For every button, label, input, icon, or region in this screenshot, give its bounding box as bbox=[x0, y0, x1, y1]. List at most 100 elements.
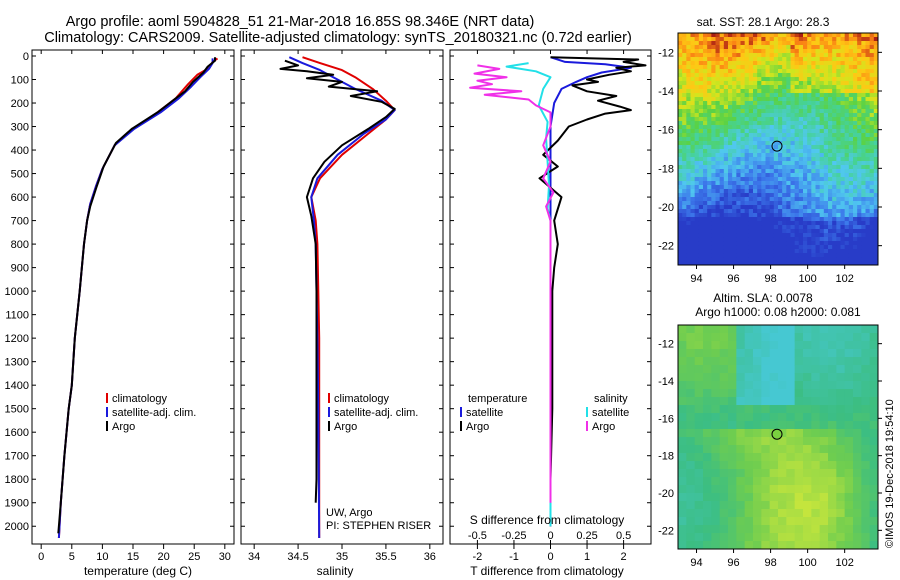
map-cell bbox=[732, 237, 737, 242]
map-cell bbox=[873, 177, 879, 182]
map-cell bbox=[678, 381, 687, 390]
map-cell bbox=[798, 221, 804, 226]
map-cell bbox=[765, 189, 771, 194]
map-cell bbox=[815, 125, 821, 130]
map-cell bbox=[790, 257, 796, 262]
map-cell bbox=[819, 221, 825, 226]
map-cell bbox=[682, 133, 687, 138]
map-cell bbox=[773, 237, 779, 242]
map-cell bbox=[740, 189, 746, 194]
sst-map-title: sat. SST: 28.1 Argo: 28.3 bbox=[697, 15, 830, 29]
map-cell bbox=[719, 225, 725, 230]
map-cell bbox=[857, 245, 862, 250]
map-cell bbox=[786, 413, 796, 422]
map-cell bbox=[744, 81, 750, 86]
map-cell bbox=[686, 453, 696, 462]
map-cell bbox=[840, 49, 846, 54]
map-cell bbox=[873, 129, 879, 134]
map-cell bbox=[828, 197, 833, 202]
map-cell bbox=[728, 389, 737, 398]
map-cell bbox=[707, 157, 712, 162]
map-cell bbox=[836, 381, 846, 390]
map-cell bbox=[736, 37, 741, 42]
map-cell bbox=[815, 69, 821, 74]
map-cell bbox=[736, 501, 746, 510]
map-cell bbox=[715, 109, 721, 114]
map-cell bbox=[794, 157, 800, 162]
map-cell bbox=[865, 149, 871, 154]
map-cell bbox=[811, 397, 821, 406]
map-cell bbox=[823, 261, 829, 266]
map-cell bbox=[694, 65, 700, 70]
map-cell bbox=[757, 245, 762, 250]
map-cell bbox=[728, 189, 733, 194]
map-cell bbox=[698, 117, 704, 122]
map-cell bbox=[740, 253, 746, 258]
map-cell bbox=[811, 189, 816, 194]
map-cell bbox=[740, 105, 746, 110]
map-cell bbox=[815, 201, 821, 206]
map-cell bbox=[753, 77, 758, 82]
map-cell bbox=[765, 185, 771, 190]
map-cell bbox=[715, 37, 721, 42]
map-cell bbox=[873, 229, 879, 234]
map-cell bbox=[773, 197, 779, 202]
map-cell bbox=[832, 109, 837, 114]
map-cell bbox=[723, 181, 729, 186]
map-cell bbox=[719, 181, 725, 186]
map-cell bbox=[798, 209, 804, 214]
map-cell bbox=[678, 113, 683, 118]
map-cell bbox=[744, 205, 750, 210]
map-cell bbox=[728, 213, 733, 218]
map-cell bbox=[861, 149, 866, 154]
map-cell bbox=[794, 65, 800, 70]
map-cell bbox=[848, 49, 854, 54]
map-cell bbox=[786, 73, 791, 78]
map-cell bbox=[728, 325, 737, 334]
map-cell bbox=[778, 533, 787, 542]
map-cell bbox=[869, 333, 879, 342]
map-cell bbox=[748, 85, 754, 90]
map-cell bbox=[815, 65, 821, 70]
map-cell bbox=[748, 145, 754, 150]
map-cell bbox=[753, 261, 758, 266]
map-cell bbox=[786, 373, 796, 382]
map-cell bbox=[778, 437, 787, 446]
map-cell bbox=[840, 257, 846, 262]
map-cell bbox=[678, 485, 687, 494]
map-cell bbox=[828, 193, 833, 198]
map-cell bbox=[844, 241, 850, 246]
map-cell bbox=[736, 101, 741, 106]
map-cell bbox=[828, 145, 833, 150]
map-cell bbox=[723, 241, 729, 246]
map-cell bbox=[723, 177, 729, 182]
map-cell bbox=[861, 165, 866, 170]
map-cell bbox=[765, 117, 771, 122]
map-cell bbox=[690, 241, 696, 246]
map-cell bbox=[682, 93, 687, 98]
map-cell bbox=[723, 161, 729, 166]
map-cell bbox=[732, 257, 737, 262]
map-cell bbox=[786, 77, 791, 82]
map-cell bbox=[857, 157, 862, 162]
map-cell bbox=[865, 165, 871, 170]
legend-t-satellite-label: satellite bbox=[466, 407, 503, 419]
map-cell bbox=[715, 45, 721, 50]
map-cell bbox=[873, 241, 879, 246]
map-cell bbox=[761, 61, 766, 66]
map-cell bbox=[840, 137, 846, 142]
map-cell bbox=[869, 165, 875, 170]
map-cell bbox=[744, 405, 754, 414]
map-cell bbox=[794, 237, 800, 242]
map-cell bbox=[807, 257, 812, 262]
map-cell bbox=[740, 97, 746, 102]
map-cell bbox=[803, 445, 812, 454]
map-cell bbox=[769, 225, 775, 230]
map-cell bbox=[765, 81, 771, 86]
map-cell bbox=[790, 97, 796, 102]
map-cell bbox=[744, 237, 750, 242]
map-cell bbox=[869, 93, 875, 98]
map-cell bbox=[844, 485, 854, 494]
map-cell bbox=[723, 73, 729, 78]
map-cell bbox=[678, 37, 683, 42]
